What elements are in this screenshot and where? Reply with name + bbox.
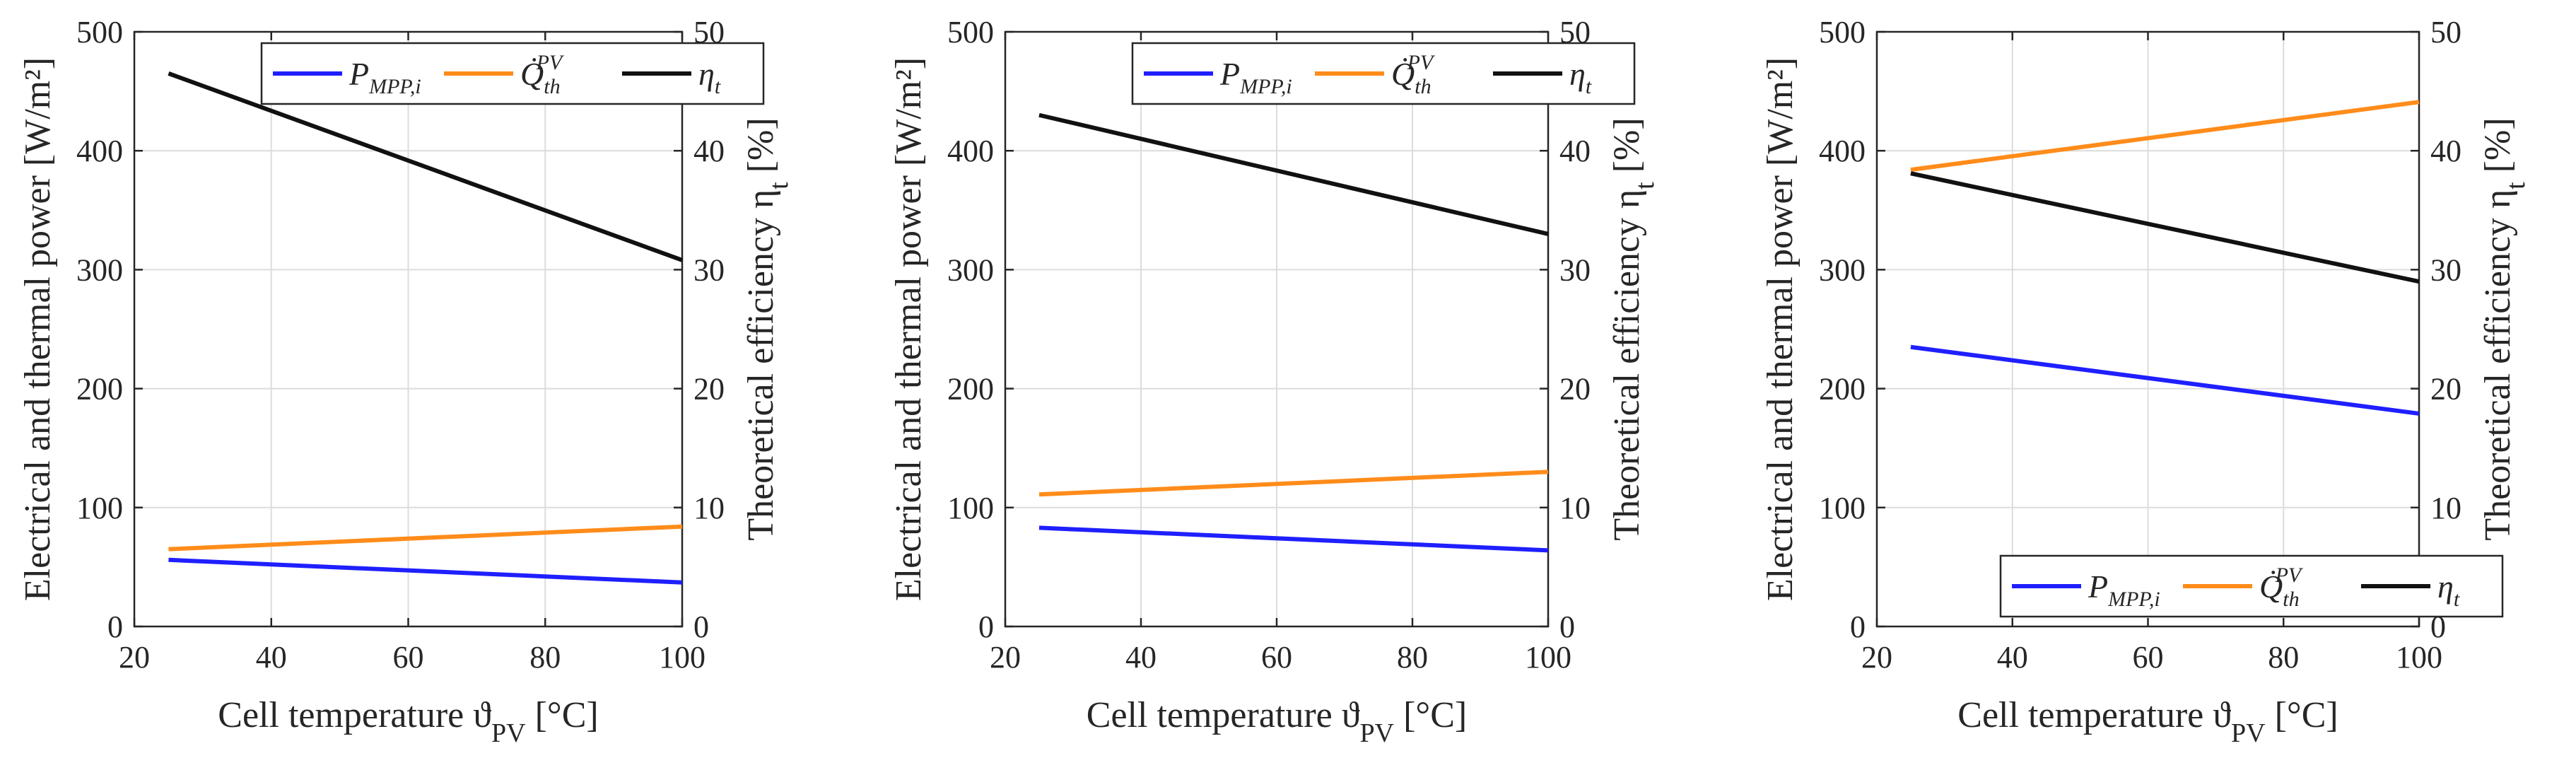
y2-tick-label: 30 xyxy=(693,252,725,287)
y2-tick-label: 40 xyxy=(2430,134,2461,168)
y-tick-label: 0 xyxy=(978,610,994,644)
series-line xyxy=(1038,470,1549,497)
y-tick-label: 500 xyxy=(947,15,994,49)
y2-tick-label: 20 xyxy=(693,372,725,407)
x-tick-label: 20 xyxy=(990,640,1021,675)
series-line xyxy=(168,557,683,585)
y2-tick-label: 10 xyxy=(2430,491,2461,525)
y-axis-label: Electrical and thermal power [W/m²] xyxy=(889,57,929,601)
x-tick-label: 100 xyxy=(2396,640,2442,675)
y-tick-label: 200 xyxy=(1819,372,1866,407)
y2-tick-label: 20 xyxy=(2430,372,2461,407)
y2-axis-label: Theoretical efficiency ηt [%] xyxy=(1607,117,1660,540)
x-tick-label: 100 xyxy=(659,640,706,675)
y2-tick-label: 30 xyxy=(2430,252,2461,287)
series-line xyxy=(168,71,684,262)
y2-axis-label: Theoretical efficiency ηt [%] xyxy=(741,117,794,540)
y-tick-label: 400 xyxy=(76,134,123,168)
legend-entry-label: PMPP,i xyxy=(2088,568,2160,611)
legend-entry-label: PMPP,i xyxy=(349,56,421,98)
legend-entry-label: ηt xyxy=(1569,56,1592,98)
chart-panel-3: 20 40 60 80 100010020030040050001020304050Ce… xyxy=(1760,15,2531,748)
x-tick-label: 80 xyxy=(529,640,561,675)
legend-entry-label: Q̇thPV xyxy=(1391,51,1436,98)
y-tick-label: 100 xyxy=(76,491,123,525)
y2-tick-label: 0 xyxy=(1559,610,1575,644)
y-tick-label: 500 xyxy=(76,15,123,49)
legend-entry-label: ηt xyxy=(2437,568,2460,611)
y-tick-label: 400 xyxy=(947,134,994,168)
x-tick-label: 20 xyxy=(119,640,150,675)
series-line xyxy=(168,524,683,552)
x-tick-label: 60 xyxy=(2133,640,2164,675)
legend-entry-label: PMPP,i xyxy=(1219,56,1292,98)
y-tick-label: 200 xyxy=(947,372,994,407)
y2-axis-label: Theoretical efficiency ηt [%] xyxy=(2478,117,2531,540)
legend: PMPP,i Q̇thPV ηt xyxy=(260,42,765,105)
series-line xyxy=(1910,344,2420,416)
y2-tick-label: 0 xyxy=(2430,610,2446,644)
y2-tick-label: 30 xyxy=(1559,252,1591,287)
x-tick-label: 40 xyxy=(1125,640,1157,675)
series-line xyxy=(1910,171,2420,284)
y-tick-label: 200 xyxy=(76,372,123,407)
y-tick-label: 300 xyxy=(1819,252,1866,287)
y2-tick-label: 10 xyxy=(693,491,725,525)
y2-tick-label: 40 xyxy=(1559,134,1591,168)
y2-tick-label: 50 xyxy=(2430,15,2461,49)
y-tick-label: 500 xyxy=(1819,15,1866,49)
series-line xyxy=(1038,525,1549,553)
x-tick-label: 80 xyxy=(1397,640,1428,675)
x-tick-label: 100 xyxy=(1525,640,1571,675)
x-tick-label: 20 xyxy=(1861,640,1892,675)
chart-panel-2: 20 40 60 80 100010020030040050001020304050Ce… xyxy=(889,15,1660,748)
x-tick-label: 40 xyxy=(256,640,287,675)
x-axis-label: Cell temperature ϑPV [°C] xyxy=(218,695,598,748)
x-tick-label: 60 xyxy=(1261,640,1292,675)
x-tick-label: 60 xyxy=(393,640,424,675)
y-tick-label: 100 xyxy=(947,491,994,525)
y-tick-label: 300 xyxy=(76,252,123,287)
series-line xyxy=(1038,112,1549,236)
x-axis-label: Cell temperature ϑPV [°C] xyxy=(1087,695,1467,748)
legend: PMPP,i Q̇thPV ηt xyxy=(1999,554,2504,618)
y-axis-label: Electrical and thermal power [W/m²] xyxy=(18,57,58,601)
y2-tick-label: 10 xyxy=(1559,491,1591,525)
y2-tick-label: 20 xyxy=(1559,372,1591,407)
legend: PMPP,i Q̇thPV ηt xyxy=(1131,42,1636,105)
y2-tick-label: 0 xyxy=(693,610,709,644)
y-tick-label: 0 xyxy=(107,610,123,644)
legend-entry-label: Q̇thPV xyxy=(520,51,565,98)
x-axis-label: Cell temperature ϑPV [°C] xyxy=(1957,695,2338,748)
x-tick-label: 40 xyxy=(1997,640,2028,675)
y-axis-label: Electrical and thermal power [W/m²] xyxy=(1760,57,1801,601)
y-tick-label: 300 xyxy=(947,252,994,287)
y-tick-label: 0 xyxy=(1850,610,1866,644)
y-tick-label: 100 xyxy=(1819,491,1866,525)
y2-tick-label: 40 xyxy=(693,134,725,168)
chart-panel-1: 20 40 60 80 100010020030040050001020304050Ce… xyxy=(18,15,794,748)
y-tick-label: 400 xyxy=(1819,134,1866,168)
legend-entry-label: ηt xyxy=(698,56,721,98)
legend-entry-label: Q̇thPV xyxy=(2259,564,2304,611)
series-line xyxy=(1910,100,2420,173)
x-tick-label: 80 xyxy=(2268,640,2299,675)
